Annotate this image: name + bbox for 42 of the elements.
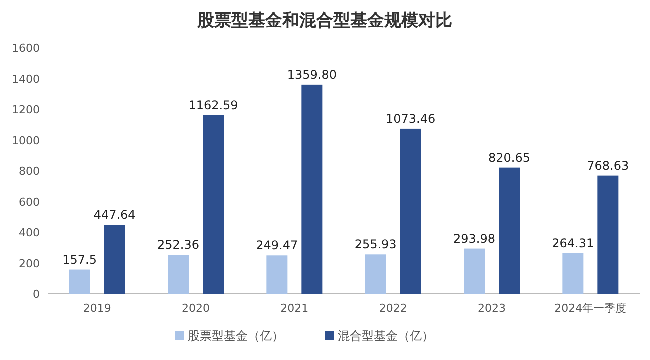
x-tick-label: 2024年一季度 — [554, 302, 627, 315]
y-tick-label: 1200 — [12, 104, 40, 116]
bar — [302, 84, 323, 294]
chart-title: 股票型基金和混合型基金规模对比 — [196, 11, 452, 31]
data-label: 157.5 — [62, 252, 98, 267]
data-label: 252.36 — [158, 238, 200, 252]
bar — [104, 225, 126, 294]
y-tick-label: 600 — [19, 196, 40, 209]
data-label: 249.47 — [256, 238, 298, 253]
bar — [562, 253, 584, 294]
bar — [598, 176, 619, 294]
data-label: 1162.59 — [188, 98, 238, 112]
y-tick-label: 0 — [33, 288, 40, 301]
data-label: 447.64 — [94, 208, 136, 222]
bar — [464, 248, 485, 294]
y-tick-label: 200 — [19, 257, 40, 270]
bar — [499, 168, 520, 294]
data-label: 1359.80 — [287, 68, 337, 82]
x-tick-label: 2023 — [478, 302, 506, 315]
data-label: 768.63 — [587, 158, 630, 173]
y-tick-label: 1400 — [12, 72, 40, 86]
bar — [203, 115, 224, 294]
bar — [168, 255, 189, 294]
legend-label: 股票型基金（亿） — [188, 329, 284, 343]
bar — [69, 270, 90, 294]
bar — [365, 254, 386, 294]
x-tick-label: 2021 — [280, 302, 309, 315]
data-label: 820.65 — [488, 150, 530, 165]
legend-label: 混合型基金（亿） — [338, 329, 434, 343]
data-label: 264.31 — [552, 236, 594, 250]
bar — [400, 128, 422, 294]
data-label: 255.93 — [354, 238, 397, 252]
bar — [266, 256, 288, 294]
x-tick-label: 2022 — [379, 302, 408, 315]
y-tick-label: 400 — [19, 226, 40, 240]
y-tick-label: 800 — [19, 165, 40, 178]
data-label: 293.98 — [454, 232, 496, 246]
y-tick-label: 1600 — [12, 42, 40, 55]
data-label: 1073.46 — [386, 112, 436, 126]
x-tick-label: 2020 — [182, 302, 210, 315]
x-tick-label: 2019 — [83, 302, 112, 315]
y-tick-label: 1000 — [12, 134, 40, 148]
